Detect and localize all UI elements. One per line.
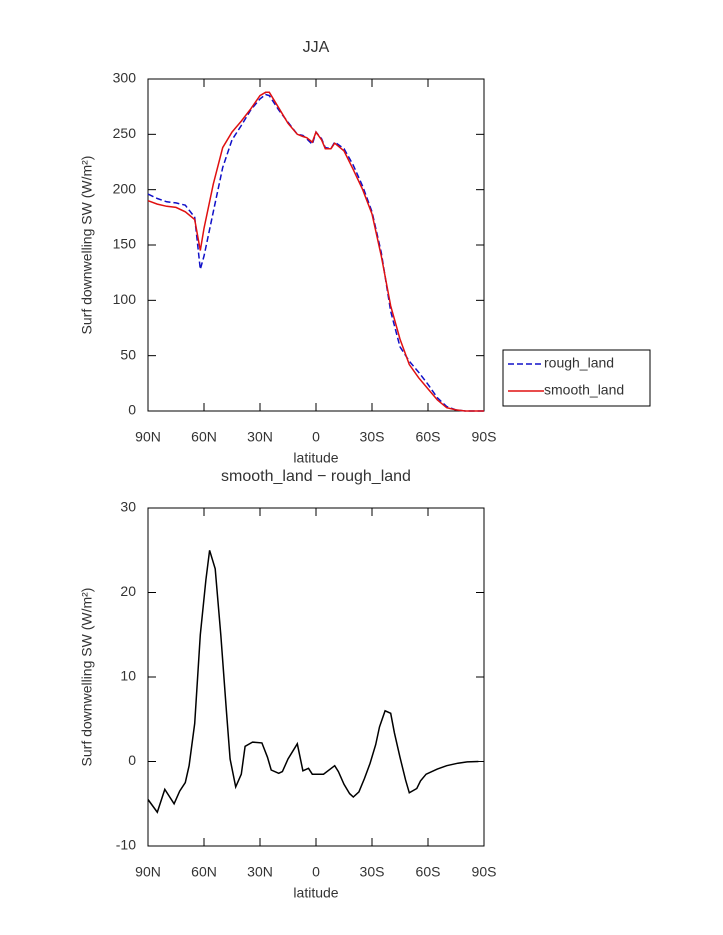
y-tick-label: 0 <box>128 752 136 768</box>
x-tick-label: 90S <box>472 429 497 445</box>
x-tick-label: 30N <box>247 864 273 880</box>
data-line <box>147 93 484 412</box>
data-line <box>147 91 484 412</box>
x-tick-label: 90N <box>135 864 161 880</box>
y-axis-label: Surf downwelling SW (W/m²) <box>79 588 95 767</box>
y-tick-label: 100 <box>113 291 137 307</box>
x-tick-label: 0 <box>312 864 320 880</box>
y-tick-label: 30 <box>120 499 136 515</box>
chart-title: JJA <box>303 39 330 56</box>
x-tick-label: 30S <box>360 864 385 880</box>
legend: rough_land smooth_land <box>502 349 651 407</box>
plot-frame <box>147 78 485 412</box>
y-tick-label: 300 <box>113 70 137 86</box>
x-tick-label: 30S <box>360 429 385 445</box>
x-tick-label: 90N <box>135 429 161 445</box>
data-line <box>147 550 479 814</box>
x-tick-label: 60S <box>416 429 441 445</box>
plot-frame <box>147 507 485 847</box>
legend-label: smooth_land <box>544 382 624 398</box>
legend-label: rough_land <box>544 355 614 371</box>
x-tick-label: 0 <box>312 429 320 445</box>
x-tick-label: 90S <box>472 864 497 880</box>
y-tick-label: 200 <box>113 180 137 196</box>
y-axis-label: Surf downwelling SW (W/m²) <box>79 156 95 335</box>
x-axis-label: latitude <box>293 450 338 466</box>
y-tick-label: 150 <box>113 236 137 252</box>
y-tick-label: 20 <box>120 583 136 599</box>
x-tick-label: 60N <box>191 864 217 880</box>
y-tick-label: -10 <box>116 837 136 853</box>
legend-box <box>502 349 651 407</box>
x-axis-label: latitude <box>293 885 338 901</box>
chart-title: smooth_land − rough_land <box>221 468 411 485</box>
y-tick-label: 250 <box>113 125 137 141</box>
y-tick-label: 50 <box>120 346 136 362</box>
x-tick-label: 60N <box>191 429 217 445</box>
x-tick-label: 60S <box>416 864 441 880</box>
x-tick-label: 30N <box>247 429 273 445</box>
y-tick-label: 0 <box>128 402 136 418</box>
y-tick-label: 10 <box>120 668 136 684</box>
